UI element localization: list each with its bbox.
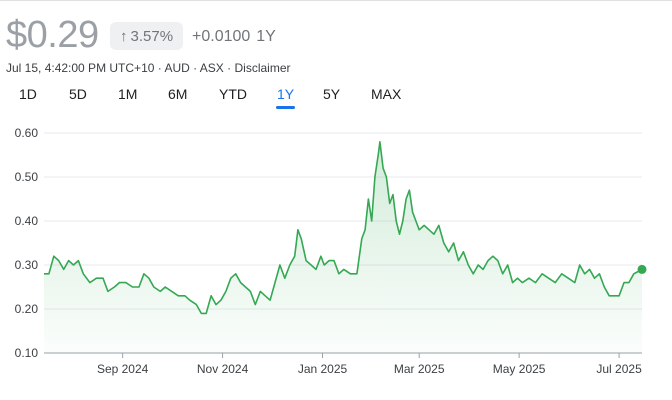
tab-max[interactable]: MAX: [371, 86, 402, 102]
meta-separator: ·: [223, 61, 235, 75]
meta-separator: ·: [154, 61, 165, 75]
y-tick-label: 0.20: [15, 302, 39, 316]
arrow-up-icon: ↑: [120, 27, 128, 45]
x-axis: Sep 2024 Nov 2024 Jan 2025 Mar 2025 May 2025…: [97, 353, 642, 376]
last-price-marker: [637, 264, 647, 274]
x-tick-label: Sep 2024: [97, 362, 149, 376]
current-price: $0.29: [6, 14, 99, 56]
y-tick-label: 0.40: [15, 214, 39, 228]
y-tick-label: 0.10: [15, 346, 39, 360]
change-summary: +0.0100 1Y: [192, 28, 276, 46]
y-axis: 0.10 0.20 0.30 0.40 0.50 0.60: [15, 126, 39, 360]
price-area-fill: [44, 141, 642, 353]
chart-markers: [637, 264, 647, 274]
tab-5d[interactable]: 5D: [69, 86, 87, 102]
tab-1d[interactable]: 1D: [19, 86, 37, 102]
price-chart[interactable]: 0.10 0.20 0.30 0.40 0.50 0.60 Sep 2024 Nov 202…: [0, 118, 672, 388]
x-tick-label: Nov 2024: [197, 362, 249, 376]
x-tick-label: Jul 2025: [596, 362, 642, 376]
change-percent-badge: ↑ 3.57%: [110, 22, 184, 50]
y-tick-label: 0.50: [15, 170, 39, 184]
tab-1m[interactable]: 1M: [118, 86, 138, 102]
tab-6m[interactable]: 6M: [168, 86, 188, 102]
x-tick-label: May 2025: [493, 362, 546, 376]
meta-timestamp: Jul 15, 4:42:00 PM UTC+10: [6, 61, 155, 75]
top-divider: [0, 0, 672, 1]
meta-exchange: ASX: [199, 61, 224, 75]
x-tick-label: Mar 2025: [394, 362, 445, 376]
disclaimer-link[interactable]: Disclaimer: [234, 61, 291, 75]
change-percent-value: 3.57%: [130, 27, 174, 45]
change-period: 1Y: [256, 28, 276, 45]
tab-1y[interactable]: 1Y: [275, 86, 296, 109]
change-absolute: +0.0100: [192, 28, 251, 45]
meta-separator: ·: [189, 61, 200, 75]
x-tick-label: Jan 2025: [298, 362, 348, 376]
y-tick-label: 0.30: [15, 258, 39, 272]
tab-ytd[interactable]: YTD: [219, 86, 247, 102]
y-tick-label: 0.60: [15, 126, 39, 140]
meta-currency: AUD: [164, 61, 190, 75]
quote-meta: Jul 15, 4:42:00 PM UTC+10 · AUD · ASX · …: [6, 61, 291, 75]
tab-5y[interactable]: 5Y: [323, 86, 341, 102]
price-line: [44, 141, 643, 315]
